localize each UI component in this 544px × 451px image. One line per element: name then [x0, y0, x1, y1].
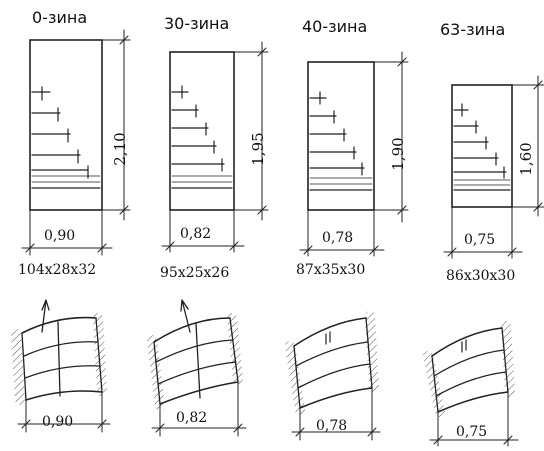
plan-4-width-label: 0,75	[456, 424, 488, 440]
panel-2-height-label: 1,95	[249, 132, 267, 166]
panel-1-height-label: 2,10	[111, 132, 129, 166]
plan-2	[147, 299, 247, 437]
panel-2-title: 30-зина	[164, 14, 230, 33]
plan-3-width-label: 0,78	[316, 418, 348, 434]
panel-4-title: 63-зина	[440, 20, 506, 39]
elevation-frame-1	[29, 39, 103, 211]
panel-4-width-label: 0,75	[464, 232, 496, 248]
panel-3-size-label: 87x35x30	[296, 262, 366, 278]
panel-4-height-label: 1,60	[517, 142, 535, 176]
plan-2-width-label: 0,82	[176, 410, 208, 426]
panel-3-height-label: 1,90	[389, 137, 407, 171]
panel-4-size-label: 86x30x30	[446, 268, 516, 284]
elevation-4	[443, 75, 544, 259]
panel-2-width-label: 0,82	[180, 226, 212, 242]
elevation-3	[299, 51, 409, 257]
plan-3	[285, 311, 381, 441]
elevation-frame-3	[307, 61, 375, 211]
elevation-frame-2	[169, 51, 235, 211]
elevation-frame-4	[451, 84, 513, 208]
panel-3-width-label: 0,78	[322, 230, 354, 246]
elevation-1	[21, 29, 131, 256]
panel-3-title: 40-зина	[302, 17, 368, 36]
panel-1-size-label: 104x28x32	[18, 262, 97, 278]
plan-1-width-label: 0,90	[42, 414, 74, 430]
plan-1	[11, 299, 111, 433]
panel-2-size-label: 95x25x26	[160, 265, 230, 281]
elevation-2	[161, 41, 269, 253]
panel-1-width-label: 0,90	[44, 228, 76, 244]
plan-4	[423, 321, 519, 447]
panel-1-title: 0-зина	[32, 8, 88, 27]
